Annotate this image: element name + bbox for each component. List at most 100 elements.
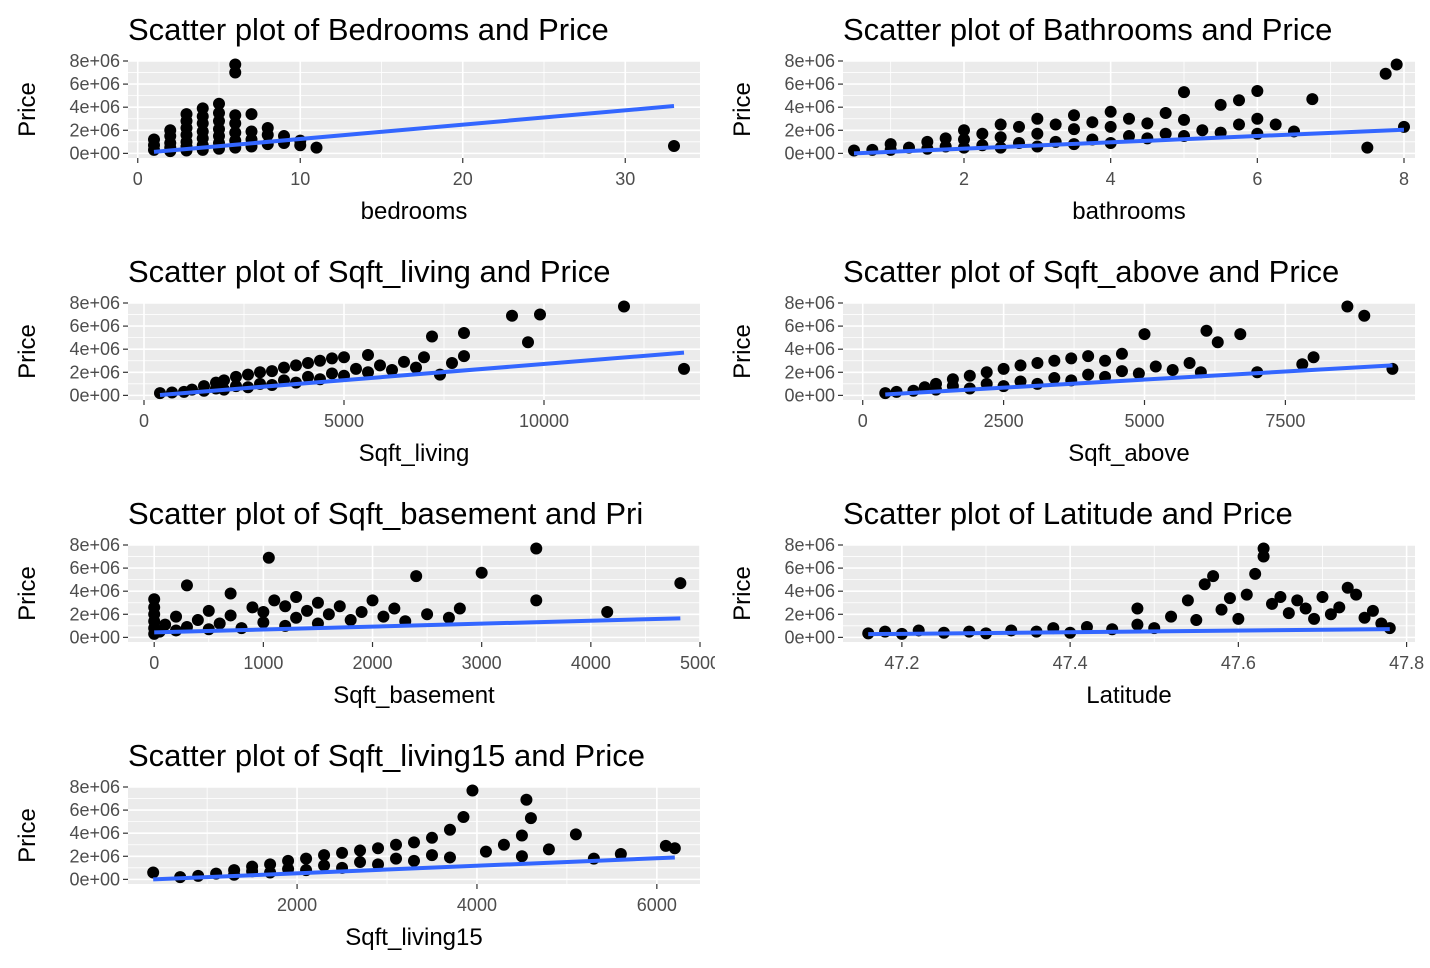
- y-tick-label: 0e+00: [69, 869, 120, 889]
- data-point: [515, 850, 528, 863]
- data-point: [290, 611, 303, 624]
- x-axis-title: bathrooms: [1072, 198, 1185, 225]
- chart-title: Scatter plot of Bedrooms and Price: [128, 12, 609, 47]
- y-tick-label: 0e+00: [784, 385, 835, 405]
- data-point: [326, 352, 338, 365]
- data-point: [530, 594, 543, 607]
- data-point: [601, 605, 614, 618]
- data-point: [921, 135, 934, 148]
- data-point: [164, 124, 177, 137]
- data-point: [569, 828, 582, 841]
- data-point: [228, 864, 241, 877]
- data-point: [1031, 112, 1044, 125]
- y-tick-label: 8e+06: [69, 535, 120, 555]
- data-point: [466, 784, 479, 797]
- data-point: [372, 858, 385, 871]
- data-point: [479, 845, 492, 858]
- data-point: [354, 844, 367, 857]
- data-point: [262, 551, 275, 564]
- data-point: [1104, 120, 1117, 133]
- plot-svg: Scatter plot of Sqft_above and Price 0e+0…: [729, 254, 1415, 467]
- y-tick-label: 2e+06: [784, 604, 835, 624]
- data-point: [1251, 112, 1264, 125]
- data-point: [446, 357, 458, 370]
- y-axis-title: Price: [14, 566, 41, 621]
- x-tick-label: 0: [858, 411, 868, 431]
- data-point: [515, 829, 528, 842]
- data-point: [1282, 607, 1295, 620]
- data-point: [148, 593, 161, 606]
- data-point: [147, 866, 160, 879]
- data-point: [1296, 358, 1309, 371]
- data-point: [678, 362, 690, 375]
- data-point: [980, 366, 993, 379]
- x-tick-label: 0: [139, 411, 149, 431]
- data-point: [246, 601, 259, 614]
- y-tick-label: 8e+06: [69, 51, 120, 71]
- data-point: [1291, 594, 1304, 607]
- data-point: [318, 859, 331, 872]
- y-tick-label: 6e+06: [69, 558, 120, 578]
- y-axis-title: Price: [14, 324, 41, 379]
- y-tick-label: 4e+06: [69, 581, 120, 601]
- data-point: [542, 843, 555, 856]
- y-tick-label: 0e+00: [69, 385, 120, 405]
- regression-line: [868, 627, 1390, 637]
- data-point: [497, 838, 510, 851]
- data-point: [614, 847, 627, 860]
- data-point: [390, 852, 403, 865]
- data-point: [1178, 113, 1190, 126]
- data-points: [862, 542, 1396, 640]
- plot-svg: Scatter plot of Latitude and Price 0e+00 2…: [729, 496, 1424, 709]
- y-tick-label: 4e+06: [784, 97, 835, 117]
- data-point: [963, 369, 976, 382]
- chart-title: Scatter plot of Sqft_basement and Pri: [128, 496, 643, 531]
- data-point: [410, 570, 423, 583]
- data-point: [1316, 590, 1329, 603]
- data-point: [1196, 124, 1209, 137]
- data-point: [261, 121, 274, 134]
- regression-line: [153, 104, 675, 154]
- data-point: [180, 108, 193, 121]
- data-point: [1379, 67, 1392, 80]
- data-point: [408, 836, 420, 849]
- y-tick-label: 2e+06: [784, 362, 835, 382]
- data-point: [322, 608, 335, 621]
- data-point: [668, 842, 681, 855]
- data-point: [213, 106, 225, 119]
- data-point: [1132, 367, 1145, 380]
- data-point: [191, 614, 204, 627]
- y-tick-label: 6e+06: [69, 800, 120, 820]
- data-point: [264, 858, 277, 871]
- scatter-panel-sqft-basement: Scatter plot of Sqft_basement and Pri 0e+…: [0, 484, 715, 726]
- y-tick-label: 4e+06: [784, 581, 835, 601]
- y-tick-label: 0e+00: [69, 627, 120, 647]
- x-tick-label: 4: [1106, 169, 1116, 189]
- y-tick-label: 2e+06: [69, 846, 120, 866]
- data-point: [1266, 597, 1278, 610]
- y-tick-label: 0e+00: [69, 143, 120, 163]
- x-tick-label: 47.4: [1053, 653, 1088, 673]
- data-point: [1251, 85, 1264, 98]
- data-point: [1031, 127, 1044, 140]
- data-point: [475, 566, 488, 579]
- data-point: [520, 793, 533, 806]
- data-point: [229, 58, 242, 71]
- data-point: [1214, 98, 1227, 111]
- data-point: [524, 812, 537, 825]
- data-point: [1048, 372, 1061, 385]
- data-point: [408, 854, 420, 867]
- data-point: [426, 330, 438, 343]
- x-tick-label: 2500: [984, 411, 1024, 431]
- data-point: [1233, 94, 1245, 107]
- data-point: [1068, 123, 1080, 136]
- x-tick-label: 10: [290, 169, 310, 189]
- data-point: [1031, 357, 1044, 370]
- data-point: [1149, 360, 1162, 373]
- data-point: [1165, 610, 1178, 623]
- data-point: [246, 860, 259, 873]
- data-point: [1207, 570, 1220, 583]
- data-point: [1131, 602, 1144, 615]
- data-point: [1190, 614, 1203, 627]
- data-point: [997, 362, 1010, 375]
